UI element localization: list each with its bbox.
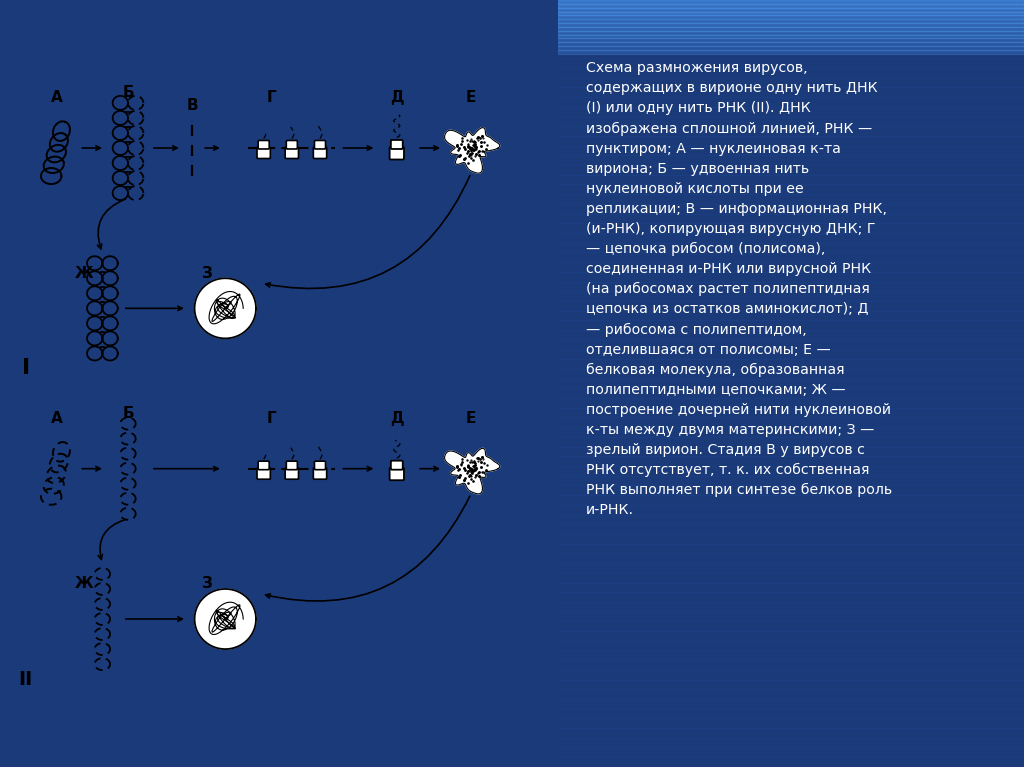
Bar	[558, 8, 1024, 12]
Bar	[558, 42, 1024, 46]
Text: З: З	[202, 577, 213, 591]
Text: Б: Б	[122, 85, 134, 100]
Text: А: А	[50, 411, 62, 426]
FancyBboxPatch shape	[257, 147, 270, 159]
Bar	[558, 46, 1024, 50]
FancyBboxPatch shape	[287, 140, 297, 149]
FancyBboxPatch shape	[258, 461, 269, 469]
Bar	[558, 23, 1024, 27]
Polygon shape	[444, 448, 500, 494]
Text: II: II	[18, 670, 33, 689]
Text: Схема размножения вирусов,
содержащих в вирионе одну нить ДНК
(I) или одну нить : Схема размножения вирусов, содержащих в …	[586, 61, 892, 518]
Text: Г: Г	[266, 91, 276, 105]
FancyBboxPatch shape	[314, 140, 326, 149]
Bar	[558, 27, 1024, 31]
FancyBboxPatch shape	[287, 461, 297, 469]
Text: Д: Д	[390, 411, 403, 426]
Bar	[558, 12, 1024, 15]
Text: В: В	[186, 98, 198, 113]
FancyBboxPatch shape	[258, 140, 269, 149]
Text: I: I	[22, 358, 30, 378]
Polygon shape	[195, 278, 256, 338]
Text: Б: Б	[122, 406, 134, 421]
Text: Е: Е	[466, 91, 476, 105]
Text: Г: Г	[266, 411, 276, 426]
Bar	[558, 4, 1024, 8]
Bar	[558, 0, 1024, 4]
Polygon shape	[444, 127, 500, 173]
Text: А: А	[50, 91, 62, 105]
Bar	[558, 15, 1024, 19]
Text: Е: Е	[466, 411, 476, 426]
Bar	[558, 38, 1024, 42]
FancyBboxPatch shape	[391, 140, 402, 149]
Text: Ж: Ж	[75, 265, 94, 281]
Polygon shape	[195, 589, 256, 649]
FancyBboxPatch shape	[285, 468, 299, 479]
Text: Д: Д	[390, 91, 403, 105]
FancyBboxPatch shape	[390, 468, 404, 480]
Text: З: З	[202, 265, 213, 281]
FancyBboxPatch shape	[314, 461, 326, 469]
Bar	[558, 31, 1024, 35]
FancyBboxPatch shape	[285, 147, 299, 159]
FancyBboxPatch shape	[313, 147, 327, 159]
Text: Ж: Ж	[75, 577, 94, 591]
FancyBboxPatch shape	[390, 147, 404, 160]
Bar	[558, 19, 1024, 23]
FancyBboxPatch shape	[391, 461, 402, 469]
FancyBboxPatch shape	[313, 468, 327, 479]
FancyBboxPatch shape	[257, 468, 270, 479]
Bar	[558, 35, 1024, 38]
Bar	[558, 50, 1024, 54]
